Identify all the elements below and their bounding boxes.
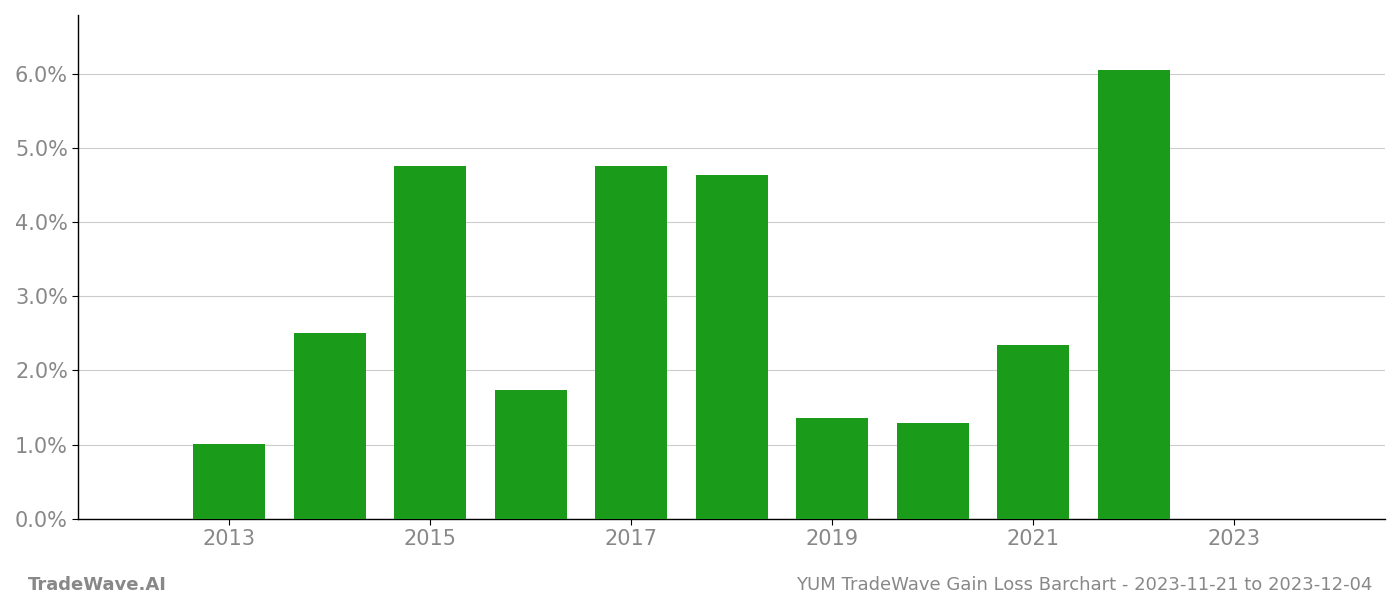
Bar: [494, 390, 567, 518]
Bar: [696, 175, 767, 518]
Bar: [797, 418, 868, 518]
Text: YUM TradeWave Gain Loss Barchart - 2023-11-21 to 2023-12-04: YUM TradeWave Gain Loss Barchart - 2023-…: [795, 576, 1372, 594]
Bar: [294, 333, 365, 518]
Bar: [393, 166, 466, 518]
Bar: [193, 444, 266, 518]
Bar: [595, 166, 668, 518]
Text: TradeWave.AI: TradeWave.AI: [28, 576, 167, 594]
Bar: [997, 345, 1070, 518]
Bar: [896, 422, 969, 518]
Bar: [1098, 70, 1170, 518]
